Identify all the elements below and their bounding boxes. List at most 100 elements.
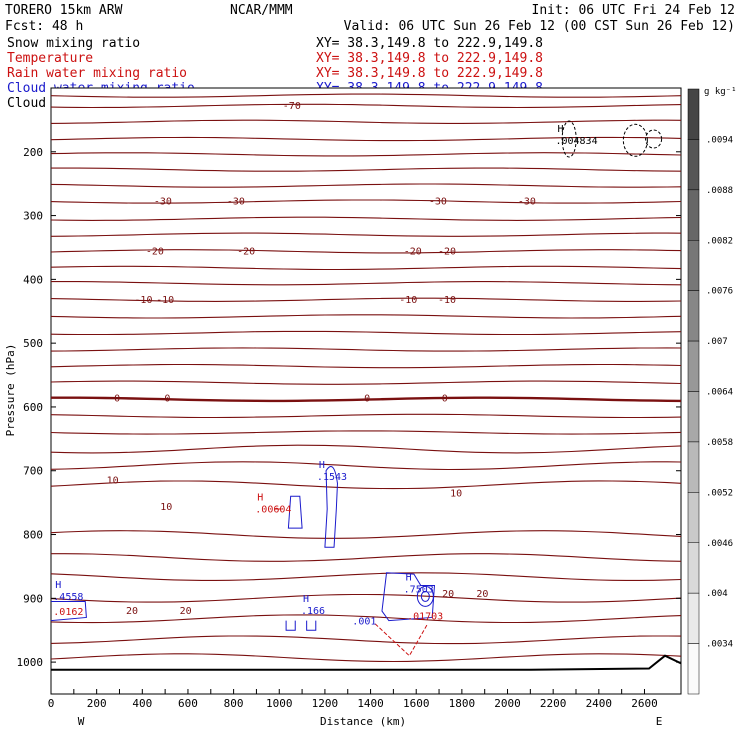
isotherm-label: -10 — [438, 295, 456, 306]
cloud-water-contour — [285, 620, 296, 631]
colorbar-tick-label: .0052 — [706, 488, 733, 498]
isotherm-line — [50, 216, 682, 221]
colorbar-tick-label: .0058 — [706, 438, 733, 448]
x-axis-label: Distance (km) — [320, 715, 406, 728]
y-tick-label: 800 — [23, 529, 43, 542]
y-tick-label: 400 — [23, 273, 43, 286]
isotherm-line — [50, 297, 682, 302]
colorbar: .0094 .0088 .0082 .0076 .007 .0064 .0058 .0052.… — [687, 87, 737, 695]
isotherm-label: -10 — [399, 295, 417, 306]
x-tick-label: 200 — [87, 697, 107, 710]
x-tick-label: 1000 — [266, 697, 293, 710]
isotherm-line — [50, 249, 682, 254]
x-tick-label: 2200 — [540, 697, 567, 710]
x-tick-label: 2000 — [494, 697, 521, 710]
colorbar-tick-label: .004 — [706, 589, 728, 599]
isotherm-line — [50, 572, 682, 581]
colorbar-cell — [687, 189, 700, 241]
isotherm-label: -30 — [154, 197, 172, 208]
colorbar-cell — [687, 441, 700, 493]
x-tick-label: 1600 — [403, 697, 430, 710]
isotherm-line — [50, 635, 682, 645]
isotherm-labels: -70 -30 -30 -30 -30 -20 -20 -20 -20 -10 -10 -10 -10 0… — [107, 101, 536, 617]
isotherm-line — [50, 444, 682, 454]
colorbar-tick-label: .0034 — [706, 640, 733, 650]
isotherm-line — [50, 183, 682, 188]
isotherm-line — [50, 380, 682, 385]
isotherm-line — [50, 103, 682, 109]
colorbar-cell — [687, 592, 700, 644]
max-marker: H — [319, 460, 325, 471]
max-marker: H — [557, 124, 563, 135]
isotherm-label: -10 — [134, 295, 152, 306]
isotherm-line — [50, 347, 682, 352]
terrain-line — [51, 654, 682, 671]
cloud-ice-contour — [622, 123, 648, 157]
max-marker: H — [257, 493, 263, 504]
isotherm-label: 0 — [114, 394, 120, 405]
x-tick-label: 0 — [48, 697, 55, 710]
isotherm-line — [50, 93, 682, 98]
cloud-water-contour — [420, 590, 430, 602]
y-axis-label: Pressure (hPa) — [4, 344, 17, 437]
west-label: W — [78, 715, 85, 728]
colorbar-tick-label: .0076 — [706, 287, 733, 297]
y-tick-label: 500 — [23, 337, 43, 350]
x-tick-label: 2400 — [586, 697, 613, 710]
x-tick-label: 1400 — [357, 697, 384, 710]
isotherm-line — [50, 199, 682, 204]
colorbar-cell — [687, 542, 700, 594]
colorbar-tick-label: .0046 — [706, 539, 733, 549]
y-tick-label: 300 — [23, 210, 43, 223]
isotherm-label: 0 — [442, 394, 448, 405]
temperature-contours — [50, 93, 682, 663]
field-name: Temperature — [7, 51, 93, 66]
cloud-ice-contour — [645, 129, 663, 149]
max-value: .01703 — [407, 611, 443, 622]
isotherm-label: -70 — [283, 101, 301, 112]
isotherm-line — [50, 430, 682, 435]
max-marker: H — [303, 594, 309, 605]
max-value: .004834 — [555, 136, 597, 147]
isotherm-label: -10 — [156, 295, 174, 306]
field-xy: XY= 38.3,149.8 to 222.9,149.8 — [316, 66, 543, 81]
y-tick-label: 1000 — [17, 656, 44, 669]
isotherm-line — [50, 461, 682, 471]
y-tick-label: 600 — [23, 401, 43, 414]
colorbar-cell — [687, 290, 700, 342]
maxima-labels: H.004834H.1543H.00604H.7503H.166H.4558.0… — [53, 124, 597, 627]
colorbar-cell — [687, 391, 700, 443]
max-marker: H — [55, 580, 61, 591]
max-value: .001 — [352, 616, 376, 627]
isotherm-label: 0 — [364, 394, 370, 405]
colorbar-tick-label: .0088 — [706, 186, 733, 196]
isotherm-label: 20 — [126, 606, 138, 617]
isotherm-line — [50, 232, 682, 237]
colorbar-tick-label: .0082 — [706, 236, 733, 246]
isotherm-label: -20 — [237, 246, 255, 257]
isotherm-label: 10 — [160, 502, 172, 513]
isotherm-label: -20 — [404, 246, 422, 257]
colorbar-cell — [687, 340, 700, 392]
cloud-water-contour — [324, 466, 338, 548]
cloud-water-contour — [50, 601, 87, 622]
colorbar-unit: g kg⁻¹ — [704, 87, 737, 97]
isotherm-line — [50, 363, 682, 369]
colorbar-cell — [687, 240, 700, 291]
x-tick-label: 1200 — [312, 697, 339, 710]
isotherm-line — [50, 614, 682, 624]
cloud-water-contour — [287, 495, 303, 529]
isotherm-label: 20 — [442, 589, 454, 600]
max-value: .4558 — [53, 592, 83, 603]
cloud-water-contour — [416, 585, 434, 607]
axes: 0 200 400 600 800 1000 1200 1400 1600 1800 2000 220… — [17, 146, 681, 710]
valid-time: Valid: 06 UTC Sun 26 Feb 12 (00 CST Sun … — [344, 19, 735, 34]
max-value: .1543 — [317, 472, 347, 483]
isotherm-label: -20 — [438, 246, 456, 257]
colorbar-cell — [687, 492, 700, 544]
x-tick-label: 400 — [132, 697, 152, 710]
isotherm-line — [50, 314, 682, 319]
field-xy: XY= 38.3,149.8 to 222.9,149.8 — [316, 51, 543, 66]
colorbar-cell — [687, 643, 700, 695]
